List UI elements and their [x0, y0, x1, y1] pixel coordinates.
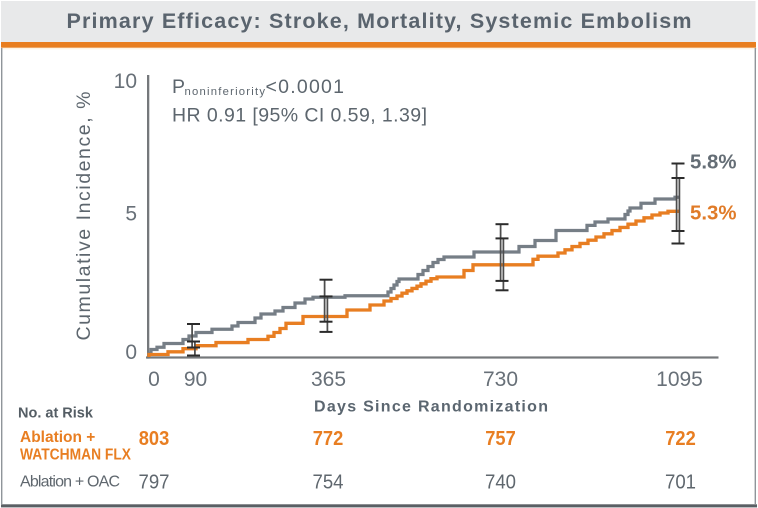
svg-text:5.3%: 5.3% [690, 203, 737, 225]
svg-text:797: 797 [139, 471, 170, 493]
svg-text:10: 10 [114, 70, 137, 93]
svg-text:757: 757 [485, 428, 516, 450]
svg-text:5: 5 [125, 203, 137, 226]
svg-text:90: 90 [184, 368, 207, 391]
svg-text:740: 740 [485, 471, 516, 493]
svg-text:365: 365 [311, 368, 346, 391]
svg-text:730: 730 [483, 368, 518, 391]
svg-text:P: P [172, 76, 185, 98]
svg-text:722: 722 [665, 428, 696, 450]
svg-text:Primary Efficacy: Stroke, Mort: Primary Efficacy: Stroke, Mortality, Sys… [67, 9, 692, 33]
svg-text:WATCHMAN FLX: WATCHMAN FLX [20, 447, 132, 464]
svg-text:Days Since Randomization: Days Since Randomization [314, 399, 548, 416]
svg-text:1095: 1095 [656, 368, 703, 391]
svg-text:Ablation +: Ablation + [20, 429, 95, 446]
svg-text:No. at Risk: No. at Risk [18, 406, 94, 422]
svg-text:HR 0.91 [95% CI 0.59, 1.39]: HR 0.91 [95% CI 0.59, 1.39] [172, 104, 427, 126]
svg-text:<0.0001: <0.0001 [266, 76, 345, 98]
svg-text:Ablation + OAC: Ablation + OAC [20, 473, 120, 490]
svg-text:701: 701 [665, 471, 696, 493]
svg-text:0: 0 [125, 341, 137, 364]
svg-text:772: 772 [313, 428, 344, 450]
svg-text:754: 754 [313, 471, 344, 493]
svg-text:803: 803 [139, 428, 170, 450]
svg-text:5.8%: 5.8% [690, 152, 737, 174]
svg-text:Cumulative Incidence, %: Cumulative Incidence, % [73, 92, 95, 341]
svg-text:noninferiority: noninferiority [185, 86, 266, 98]
svg-text:0: 0 [148, 368, 160, 391]
